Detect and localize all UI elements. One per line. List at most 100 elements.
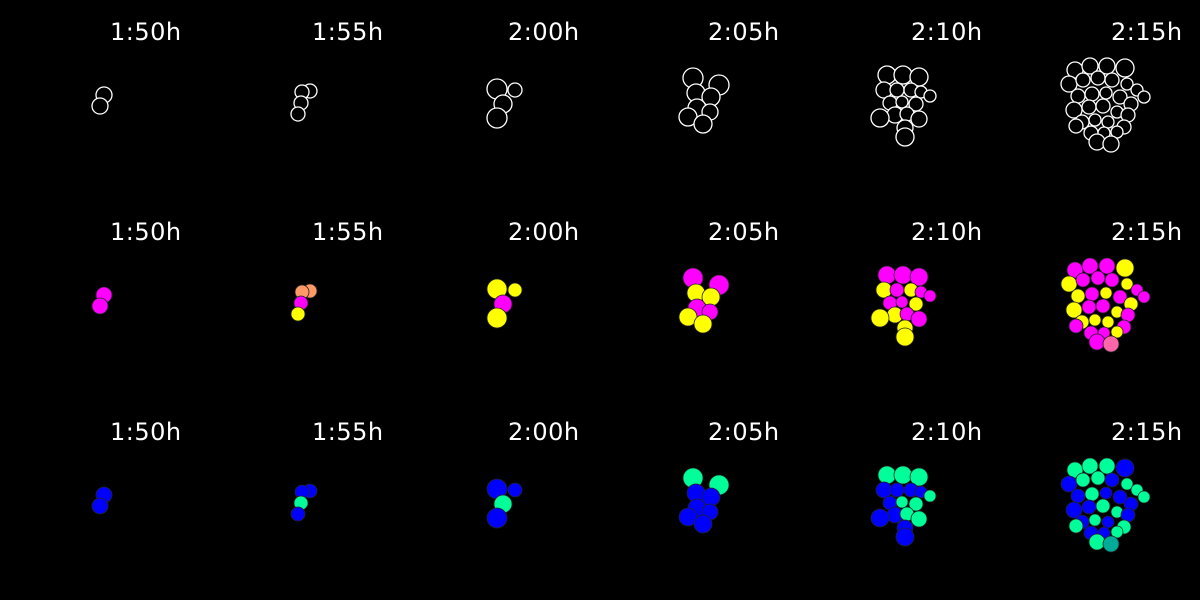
- time-label: 2:10h: [911, 18, 983, 46]
- time-label: 2:00h: [508, 418, 580, 446]
- cell: [693, 514, 713, 534]
- time-label: 1:50h: [110, 18, 182, 46]
- cell: [870, 308, 890, 328]
- cell: [1088, 333, 1106, 351]
- cell-cluster: [870, 465, 937, 547]
- cell: [1110, 525, 1124, 539]
- cell: [893, 65, 913, 85]
- cell-cluster: [678, 67, 730, 134]
- cell: [877, 265, 897, 285]
- cell: [908, 496, 924, 512]
- time-label: 2:10h: [911, 418, 983, 446]
- cell: [1068, 318, 1084, 334]
- time-label: 2:00h: [508, 218, 580, 246]
- cell: [1090, 270, 1106, 286]
- cell: [1115, 58, 1135, 78]
- cell-cluster: [870, 265, 937, 347]
- cell: [895, 295, 909, 309]
- cell: [1070, 88, 1086, 104]
- cell-cluster: [870, 65, 937, 147]
- cell-cluster: [678, 267, 730, 334]
- cell: [507, 82, 523, 98]
- cell: [1081, 57, 1099, 75]
- time-label: 1:55h: [312, 18, 384, 46]
- cell: [870, 108, 890, 128]
- cell: [290, 106, 306, 122]
- cell: [1075, 272, 1091, 288]
- cell: [1102, 535, 1120, 553]
- time-label: 2:15h: [1111, 218, 1183, 246]
- cell: [91, 97, 109, 115]
- cell: [1102, 135, 1120, 153]
- cell: [1098, 257, 1116, 275]
- cell-cluster: [1060, 457, 1151, 553]
- cell: [910, 310, 928, 328]
- cell-cluster: [486, 78, 523, 129]
- time-label: 1:55h: [312, 418, 384, 446]
- time-label: 1:50h: [110, 418, 182, 446]
- cell: [895, 527, 915, 547]
- cell: [1095, 298, 1111, 314]
- cell: [1070, 488, 1086, 504]
- cell: [1098, 57, 1116, 75]
- cell: [1081, 99, 1097, 115]
- cell: [923, 89, 937, 103]
- cell: [1084, 286, 1100, 302]
- cell: [1120, 277, 1134, 291]
- time-label: 2:05h: [708, 218, 780, 246]
- cell: [1110, 325, 1124, 339]
- cell-cluster: [290, 483, 318, 522]
- cell-cluster: [1060, 257, 1151, 353]
- cell: [507, 482, 523, 498]
- cell-cluster: [678, 467, 730, 534]
- cell-cluster: [91, 86, 113, 115]
- cell: [1088, 533, 1106, 551]
- time-label: 2:00h: [508, 18, 580, 46]
- cell: [1120, 477, 1134, 491]
- cell: [1084, 86, 1100, 102]
- cell: [290, 306, 306, 322]
- cell: [1065, 301, 1083, 319]
- cell: [693, 314, 713, 334]
- cell: [877, 465, 897, 485]
- cell: [895, 95, 909, 109]
- cell: [1099, 486, 1113, 500]
- cell: [1104, 72, 1120, 88]
- cell: [1098, 457, 1116, 475]
- cell: [507, 282, 523, 298]
- cell: [877, 65, 897, 85]
- cell: [486, 307, 508, 329]
- cell: [895, 327, 915, 347]
- cell: [1068, 518, 1084, 534]
- cell: [923, 489, 937, 503]
- cell: [875, 481, 893, 499]
- cell: [893, 265, 913, 285]
- cell: [1112, 489, 1128, 505]
- time-label: 1:50h: [110, 218, 182, 246]
- cell: [1070, 288, 1086, 304]
- cell: [1081, 457, 1099, 475]
- cell: [910, 110, 928, 128]
- cell-cluster: [486, 278, 523, 329]
- cell: [889, 282, 905, 298]
- cell: [895, 127, 915, 147]
- cell: [1068, 118, 1084, 134]
- cell-cluster: [91, 286, 113, 315]
- cell-cluster: [290, 83, 318, 122]
- cell: [91, 297, 109, 315]
- cell: [1081, 299, 1097, 315]
- time-label: 1:55h: [312, 218, 384, 246]
- cell: [875, 281, 893, 299]
- cell: [923, 289, 937, 303]
- cell: [1137, 490, 1151, 504]
- cell: [1088, 513, 1102, 527]
- cell: [889, 82, 905, 98]
- cell: [1104, 472, 1120, 488]
- cell: [893, 465, 913, 485]
- cell: [1088, 113, 1102, 127]
- cell: [1115, 458, 1135, 478]
- cell: [1112, 89, 1128, 105]
- cell: [1095, 498, 1111, 514]
- cell: [1084, 486, 1100, 502]
